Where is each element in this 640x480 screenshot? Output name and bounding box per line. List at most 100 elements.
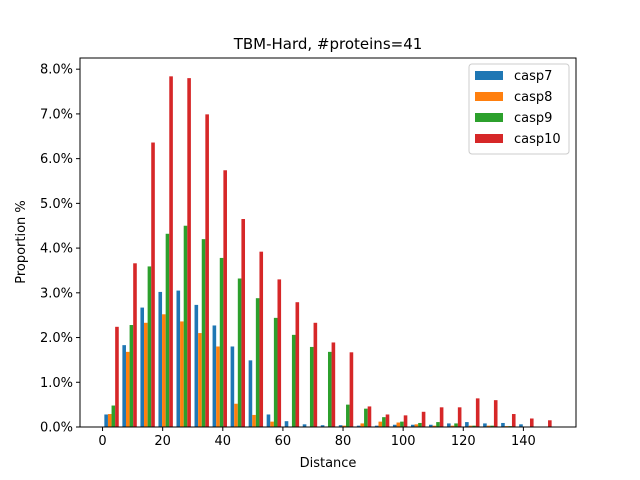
x-tick-label: 80	[335, 434, 352, 449]
y-tick-label: 6.0%	[40, 152, 73, 167]
bar-casp9	[418, 422, 422, 427]
bar-casp8	[125, 351, 130, 427]
x-tick-label: 60	[275, 434, 292, 449]
y-axis: 0.0% 1.0% 2.0% 3.0% 4.0% 5.0% 6.0% 7.0% 8.0%	[40, 63, 80, 436]
bar-casp10	[421, 411, 426, 427]
bar-casp8	[252, 414, 256, 427]
bar-casp9	[219, 257, 224, 427]
legend-swatch-casp7	[475, 71, 503, 80]
bar-casp7	[429, 424, 433, 427]
bar-casp10	[349, 352, 354, 427]
bar-casp10	[439, 407, 444, 427]
bar-casp8	[468, 425, 473, 427]
bar-casp9	[273, 317, 278, 427]
bar-casp10	[385, 414, 390, 427]
bar-casp9	[183, 225, 188, 427]
bar-casp7	[302, 424, 307, 427]
bar-casp7	[194, 304, 199, 427]
bar-casp7	[447, 423, 451, 427]
x-tick-label: 100	[391, 434, 416, 449]
bar-casp9	[400, 421, 404, 427]
bar-casp8	[378, 421, 383, 427]
y-tick-label: 2.0%	[40, 331, 73, 346]
bars-group	[104, 76, 552, 428]
bar-casp8	[234, 403, 238, 427]
bar-casp9	[291, 334, 296, 427]
bar-casp7	[483, 423, 487, 427]
y-tick-label: 7.0%	[40, 107, 73, 122]
bar-casp10	[241, 219, 246, 427]
bar-casp9	[255, 298, 260, 427]
bar-casp10	[151, 142, 155, 427]
bar-casp10	[475, 398, 480, 427]
y-tick-label: 0.0%	[40, 421, 73, 436]
bar-casp7	[320, 425, 325, 427]
x-axis-title: Distance	[300, 456, 357, 471]
legend-swatch-casp9	[475, 113, 503, 122]
bar-casp9	[346, 404, 350, 427]
y-tick-label: 4.0%	[40, 242, 73, 257]
legend-swatch-casp10	[475, 134, 503, 143]
bar-casp10	[115, 326, 119, 427]
bar-casp8	[144, 322, 148, 427]
legend-box	[468, 63, 570, 155]
bar-casp9	[129, 325, 134, 427]
bar-casp10	[457, 407, 462, 427]
bar-casp9	[147, 266, 152, 427]
bar-casp10	[511, 414, 516, 427]
bar-casp8	[342, 425, 347, 427]
bar-casp8	[360, 423, 365, 427]
legend-label-casp8: casp8	[514, 90, 552, 105]
bar-casp8	[432, 425, 437, 427]
bar-casp9	[490, 425, 494, 427]
bar-casp9	[309, 346, 314, 427]
y-axis-title: Proportion %	[14, 200, 29, 284]
bar-casp7	[122, 345, 126, 427]
bar-casp9	[382, 417, 386, 427]
bar-casp7	[230, 346, 235, 427]
bar-casp7	[374, 425, 379, 427]
y-tick-label: 5.0%	[40, 197, 73, 212]
bar-casp8	[414, 424, 419, 427]
bar-casp10	[331, 342, 336, 427]
bar-casp9	[165, 233, 170, 427]
bar-casp10	[277, 279, 282, 427]
bar-casp8	[198, 333, 202, 427]
bar-casp7	[410, 424, 415, 427]
bar-casp9	[472, 425, 476, 427]
bar-casp10	[169, 76, 173, 427]
y-tick-label: 1.0%	[40, 376, 73, 391]
bar-casp10	[493, 400, 498, 427]
bar-casp9	[327, 351, 332, 427]
bar-casp7	[465, 422, 469, 427]
bar-casp9	[111, 405, 116, 427]
bar-casp8	[216, 346, 220, 427]
x-tick-label: 140	[511, 434, 536, 449]
bar-casp8	[270, 421, 274, 427]
legend: casp7 casp8 casp9 casp10	[468, 63, 570, 155]
bar-casp8	[396, 422, 401, 427]
bar-casp9	[364, 408, 368, 427]
bar-casp7	[140, 307, 145, 427]
y-tick-label: 8.0%	[40, 63, 73, 78]
bar-casp10	[529, 418, 534, 427]
x-tick-label: 0	[98, 434, 106, 449]
bar-casp7	[356, 425, 361, 427]
bar-casp10	[313, 322, 318, 427]
bar-casp7	[284, 421, 289, 427]
bar-casp9	[201, 239, 206, 427]
x-tick-label: 120	[451, 434, 476, 449]
bar-casp7	[266, 414, 271, 427]
bar-casp8	[162, 314, 166, 427]
bar-casp7	[338, 425, 343, 427]
bar-casp10	[223, 170, 227, 427]
x-tick-label: 20	[154, 434, 171, 449]
bar-casp7	[212, 325, 217, 427]
bar-casp7	[392, 424, 397, 427]
bar-casp7	[519, 424, 523, 427]
bar-casp8	[180, 321, 184, 427]
bar-casp7	[158, 291, 163, 427]
bar-casp8	[450, 425, 455, 427]
legend-swatch-casp8	[475, 92, 503, 101]
bar-casp8	[107, 414, 112, 427]
